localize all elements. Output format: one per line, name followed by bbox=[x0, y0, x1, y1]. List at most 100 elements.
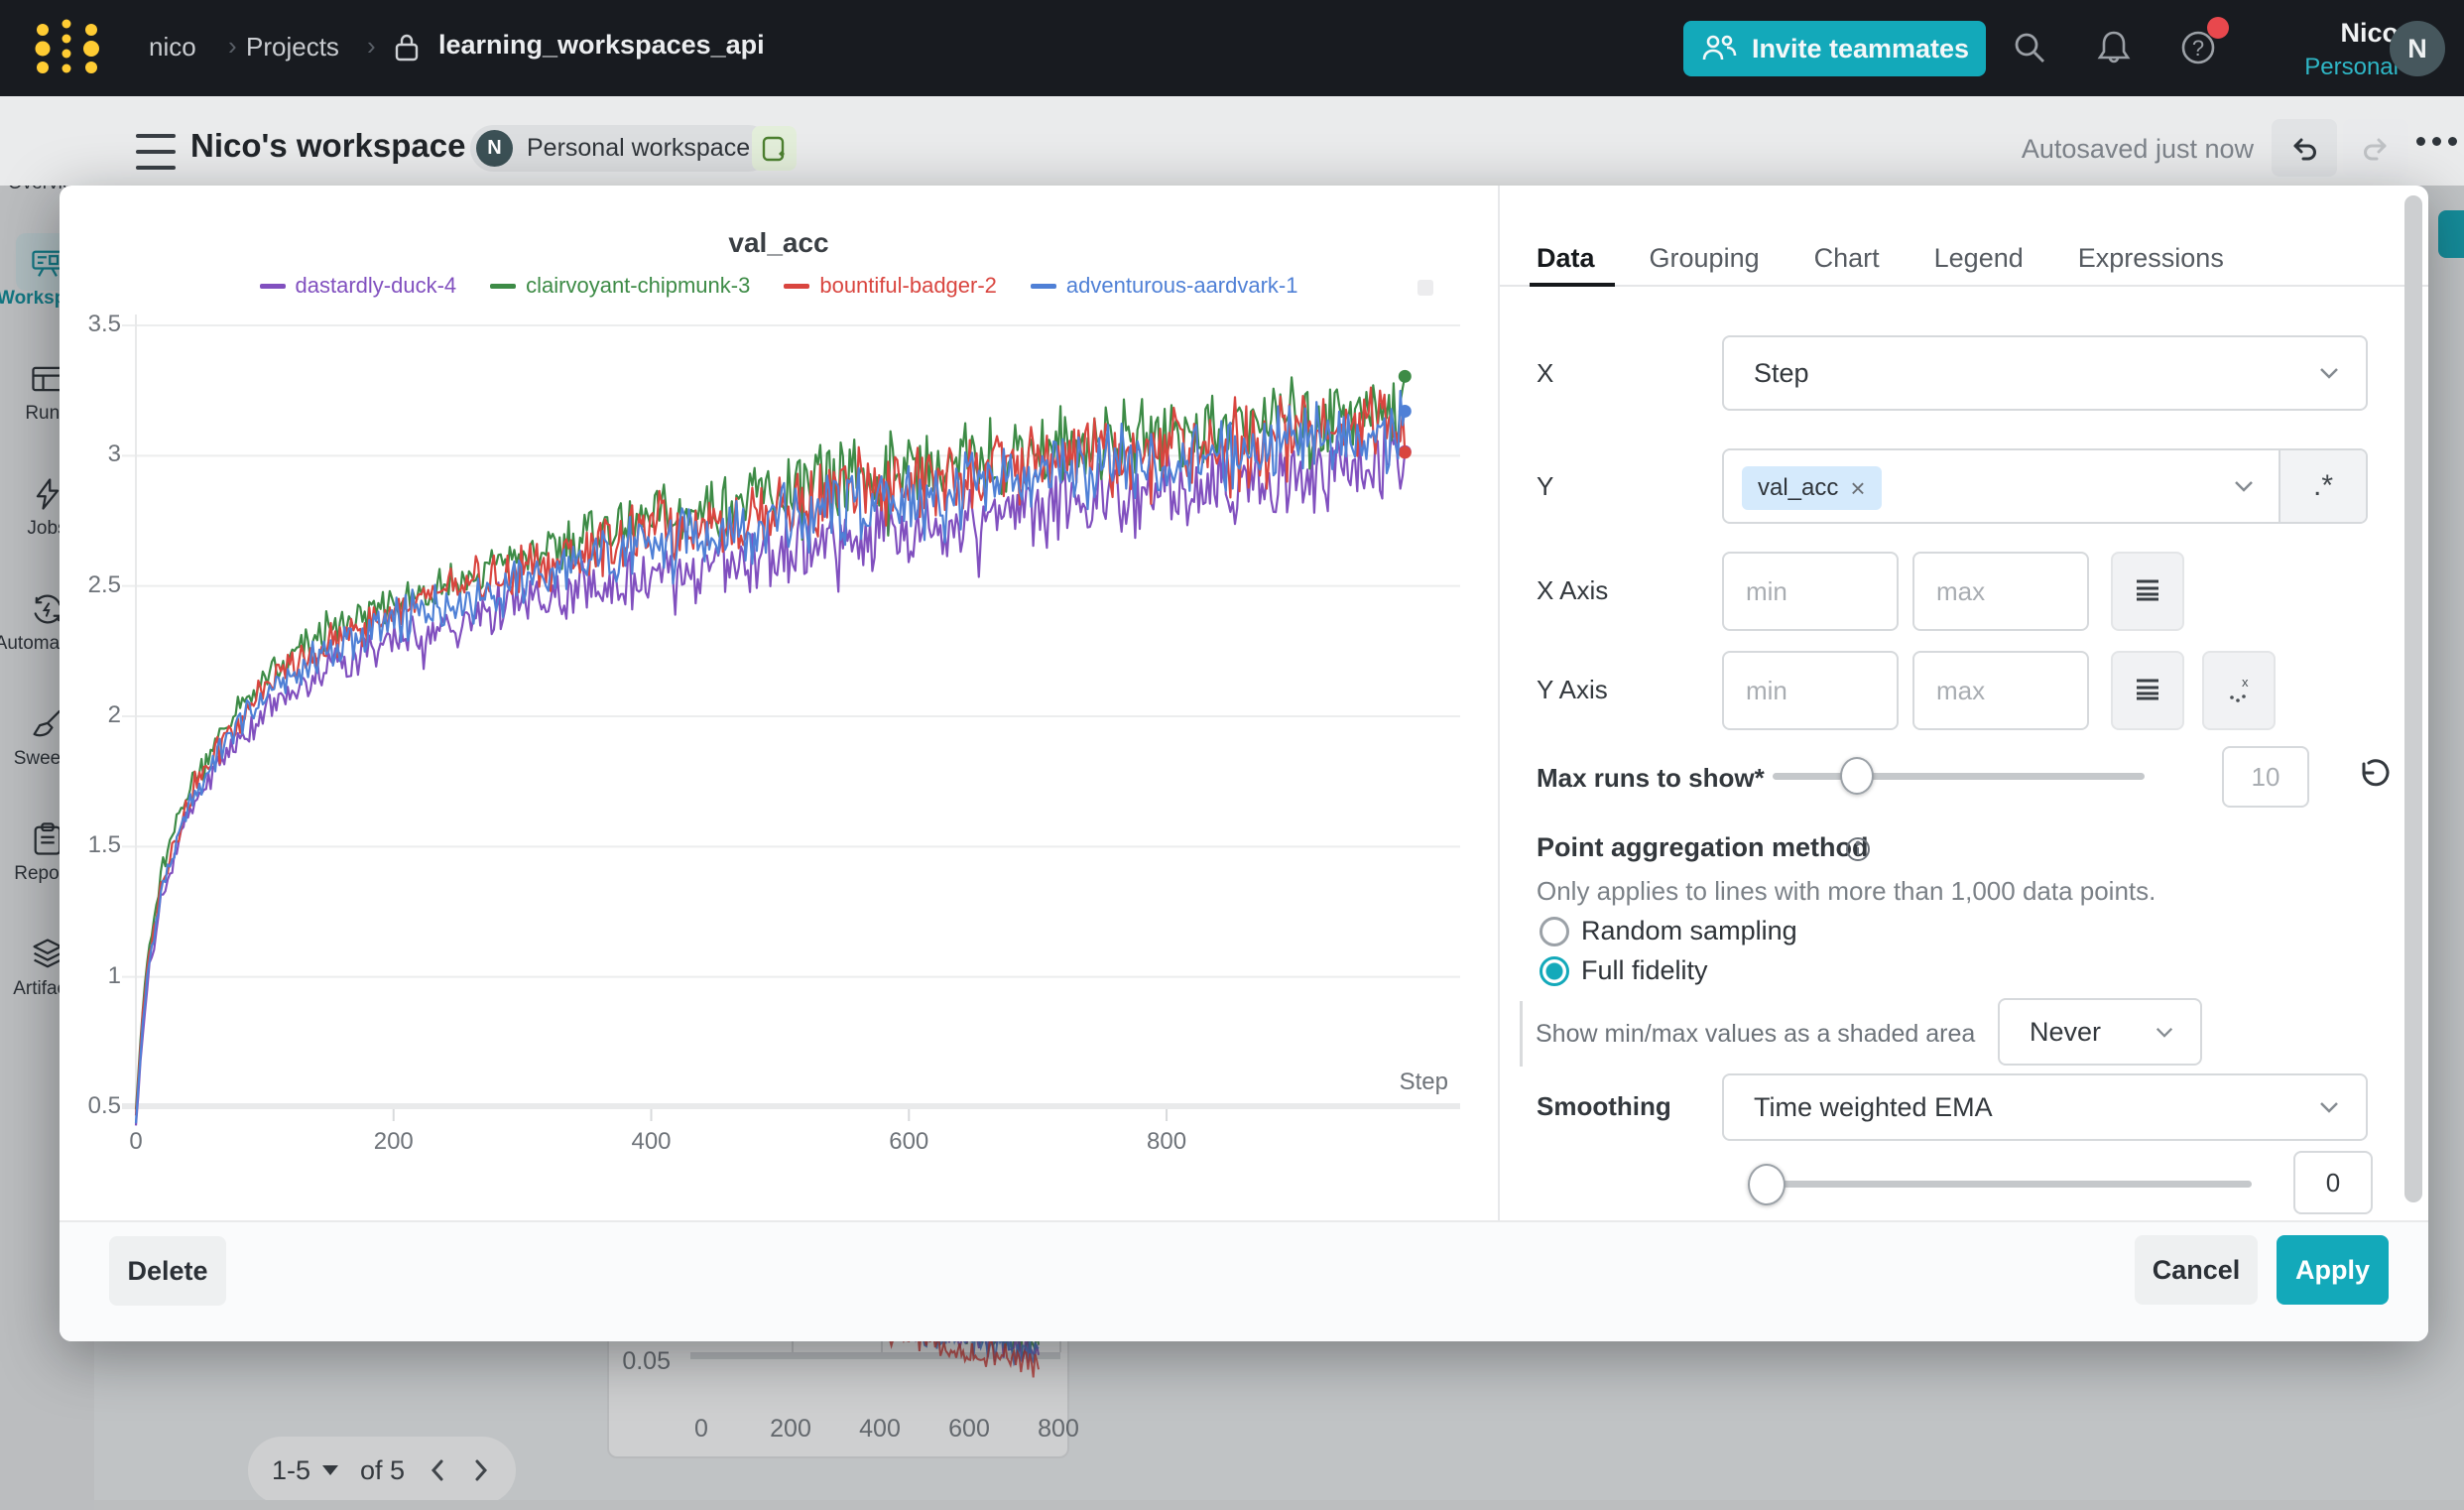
tabs-divider bbox=[1500, 285, 2428, 287]
breadcrumb-separator: › bbox=[367, 31, 376, 62]
radio-full-fidelity-label[interactable]: Full fidelity bbox=[1581, 955, 1708, 986]
y-tick-label: 2 bbox=[60, 701, 121, 729]
autosave-status: Autosaved just now bbox=[2004, 134, 2254, 165]
chevron-down-icon bbox=[2318, 1100, 2340, 1114]
smoothing-label: Smoothing bbox=[1537, 1091, 1671, 1122]
active-tab-underline bbox=[1530, 283, 1615, 287]
workspace-title: Nico's workspace bbox=[190, 127, 465, 165]
radio-random-sampling-label[interactable]: Random sampling bbox=[1581, 916, 1797, 946]
workspace-action-icon[interactable] bbox=[752, 126, 797, 171]
search-icon[interactable] bbox=[2008, 26, 2051, 69]
breadcrumb-projects[interactable]: Projects bbox=[246, 32, 339, 63]
badge-avatar: N bbox=[476, 130, 513, 167]
breadcrumb-project[interactable]: learning_workspaces_api bbox=[438, 30, 765, 61]
chevron-down-icon bbox=[2233, 479, 2255, 493]
y-axis-min-input[interactable] bbox=[1722, 651, 1899, 730]
top-navbar: nico › Projects › learning_workspaces_ap… bbox=[0, 0, 2464, 96]
aggregation-note: Only applies to lines with more than 1,0… bbox=[1537, 876, 2156, 907]
undo-button[interactable] bbox=[2272, 119, 2337, 177]
max-runs-label: Max runs to show* bbox=[1537, 763, 1765, 794]
tab-legend[interactable]: Legend bbox=[1934, 243, 2024, 287]
lock-icon bbox=[392, 32, 422, 63]
invite-teammates-label: Invite teammates bbox=[1752, 34, 1969, 64]
cancel-button[interactable]: Cancel bbox=[2135, 1235, 2258, 1305]
y-field-label: Y bbox=[1537, 471, 1553, 502]
chart-scrollbar-thumb[interactable] bbox=[1417, 280, 1433, 296]
x-tick-label: 600 bbox=[869, 1128, 948, 1156]
remove-chip-icon[interactable]: × bbox=[1850, 473, 1865, 504]
panel-scrollbar-thumb[interactable] bbox=[2404, 195, 2422, 1202]
apply-button[interactable]: Apply bbox=[2277, 1235, 2389, 1305]
regex-toggle-button[interactable]: .* bbox=[2279, 450, 2366, 522]
x-axis-log-scale-button[interactable] bbox=[2111, 552, 2184, 631]
edit-panel-modal: val_acc dastardly-duck-4 clairvoyant-chi… bbox=[60, 186, 2428, 1341]
notifications-bell-icon[interactable] bbox=[2092, 26, 2136, 69]
ignore-outliers-button[interactable]: x bbox=[2202, 651, 2276, 730]
app-root: { "navbar": { "breadcrumb_user": "nico",… bbox=[0, 0, 2464, 1510]
question-mark-glyph: ? bbox=[2192, 36, 2204, 61]
y-tick-label: 2.5 bbox=[60, 571, 121, 599]
smoothing-slider-track[interactable] bbox=[1751, 1181, 2252, 1188]
y-tick-label: 1.5 bbox=[60, 831, 121, 859]
wandb-logo-icon[interactable] bbox=[34, 18, 103, 79]
minmax-shaded-select[interactable]: Never bbox=[1998, 998, 2202, 1066]
x-tick-label: 400 bbox=[612, 1128, 691, 1156]
val-acc-line-chart[interactable] bbox=[60, 186, 1498, 1222]
radio-full-fidelity[interactable] bbox=[1540, 956, 1569, 986]
chevron-down-icon bbox=[2155, 1026, 2174, 1039]
reset-max-runs-icon[interactable] bbox=[2353, 758, 2391, 796]
navbar-user-name[interactable]: Nico bbox=[2240, 18, 2399, 49]
workspace-badge[interactable]: N Personal workspace bbox=[470, 125, 772, 172]
radio-random-sampling[interactable] bbox=[1540, 917, 1569, 946]
settings-tabs: Data Grouping Chart Legend Expressions bbox=[1500, 243, 2428, 287]
y-tick-label: 0.5 bbox=[60, 1092, 121, 1120]
tab-chart[interactable]: Chart bbox=[1814, 243, 1880, 287]
chevron-down-icon bbox=[2318, 366, 2340, 380]
smoothing-slider-handle[interactable] bbox=[1748, 1164, 1786, 1205]
delete-button[interactable]: Delete bbox=[109, 1236, 226, 1306]
x-tick-label: 800 bbox=[1127, 1128, 1206, 1156]
help-icon[interactable]: ? bbox=[2176, 26, 2220, 69]
max-runs-value-input[interactable] bbox=[2222, 746, 2309, 808]
tab-data[interactable]: Data bbox=[1537, 243, 1595, 287]
y-axis-label: Y Axis bbox=[1537, 675, 1608, 705]
invite-teammates-button[interactable]: Invite teammates bbox=[1683, 21, 1986, 76]
indent-guide bbox=[1520, 1001, 1523, 1067]
x-field-label: X bbox=[1537, 358, 1553, 389]
x-tick-label: 200 bbox=[354, 1128, 433, 1156]
info-icon[interactable] bbox=[1843, 834, 1873, 864]
modal-footer: Delete Cancel Apply bbox=[60, 1220, 2428, 1341]
smoothing-type-select[interactable]: Time weighted EMA bbox=[1722, 1073, 2368, 1141]
y-tick-label: 3.5 bbox=[60, 311, 121, 338]
tab-grouping[interactable]: Grouping bbox=[1650, 243, 1760, 287]
svg-text:x: x bbox=[2242, 675, 2249, 690]
minmax-shaded-label: Show min/max values as a shaded area bbox=[1536, 1020, 1975, 1049]
notification-dot bbox=[2207, 17, 2229, 39]
y-axis-max-input[interactable] bbox=[1912, 651, 2089, 730]
x-tick-label: 0 bbox=[96, 1128, 176, 1156]
tab-expressions[interactable]: Expressions bbox=[2078, 243, 2224, 287]
x-axis-max-input[interactable] bbox=[1912, 552, 2089, 631]
user-avatar[interactable]: N bbox=[2390, 21, 2445, 76]
y-tick-label: 1 bbox=[60, 962, 121, 990]
breadcrumb-user[interactable]: nico bbox=[149, 32, 196, 63]
redo-button[interactable] bbox=[2343, 119, 2408, 177]
y-axis-log-scale-button[interactable] bbox=[2111, 651, 2184, 730]
aggregation-title: Point aggregation method bbox=[1537, 832, 1869, 863]
x-axis-min-input[interactable] bbox=[1722, 552, 1899, 631]
max-runs-slider-handle[interactable] bbox=[1840, 757, 1874, 795]
x-axis-title: Step bbox=[1379, 1069, 1448, 1096]
smoothing-value-input[interactable] bbox=[2293, 1151, 2373, 1214]
breadcrumb-separator: › bbox=[228, 31, 237, 62]
more-options-icon[interactable] bbox=[2416, 137, 2457, 146]
y-tick-label: 3 bbox=[60, 440, 121, 468]
sidebar-toggle-icon[interactable] bbox=[136, 131, 176, 173]
y-metric-select[interactable]: val_acc × .* bbox=[1722, 448, 2368, 524]
x-metric-select[interactable]: Step bbox=[1722, 335, 2368, 411]
max-runs-slider-track[interactable] bbox=[1773, 773, 2145, 780]
x-axis-label: X Axis bbox=[1537, 575, 1608, 606]
panel-settings: Data Grouping Chart Legend Expressions X… bbox=[1498, 186, 2428, 1220]
badge-label: Personal workspace bbox=[527, 134, 750, 163]
navbar-user-scope[interactable]: Personal bbox=[2240, 54, 2399, 81]
y-metric-chip[interactable]: val_acc × bbox=[1742, 466, 1882, 510]
